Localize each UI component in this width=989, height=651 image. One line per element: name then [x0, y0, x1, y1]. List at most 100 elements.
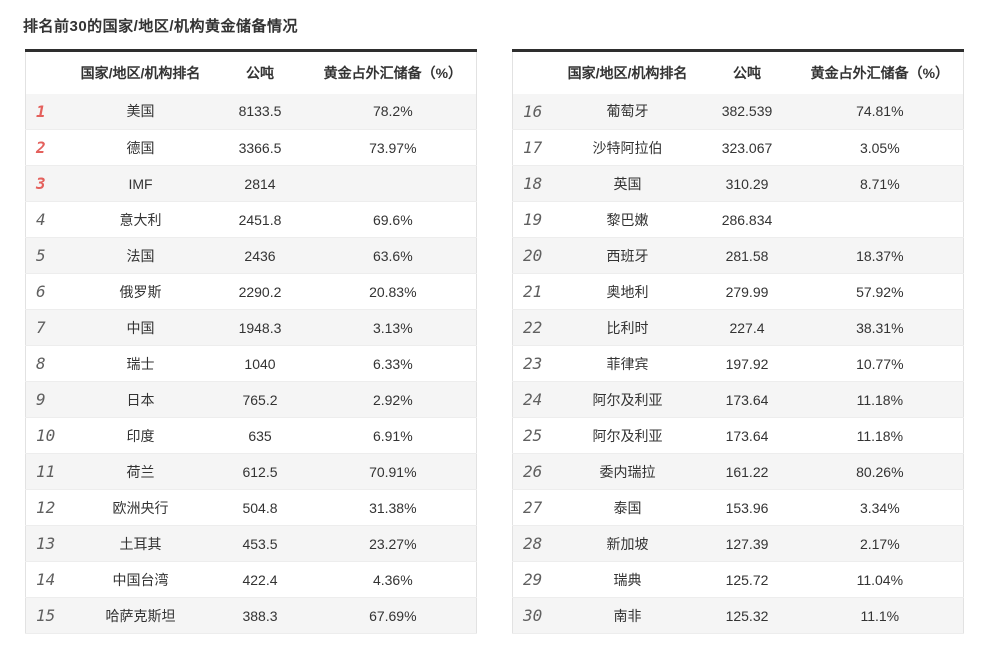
tons-cell: 765.2: [242, 391, 278, 408]
table-row: 9 日本 765.2 2.92%: [25, 381, 477, 418]
pct-cell: 69.6%: [372, 211, 413, 228]
country-cell: 奥地利: [606, 283, 649, 300]
country-cell: IMF: [128, 175, 153, 192]
pct-column-header: 黄金占外汇储备（%）: [309, 50, 477, 94]
table-body-left: 1 美国 8133.5 78.2% 2 德国 3366.5 73.97% 3 IMF 2814 4 意大…: [25, 93, 477, 634]
tons-cell: 2814: [244, 175, 276, 192]
rank-cell: 23: [523, 354, 543, 373]
pct-cell: 20.83%: [369, 283, 417, 300]
tables-container: 国家/地区/机构排名 公吨 黄金占外汇储备（%） 1 美国 8133.5 78.2% 2…: [0, 49, 989, 634]
table-body-right: 16 葡萄牙 382.539 74.81% 17 沙特阿拉伯 323.067 3.05% 18 英…: [512, 93, 964, 634]
country-cell: 英国: [613, 175, 642, 192]
table-row: 7 中国 1948.3 3.13%: [25, 309, 477, 346]
rank-cell: 27: [523, 498, 543, 517]
tons-cell: 382.539: [721, 103, 773, 120]
gold-reserves-table-right: 国家/地区/机构排名 公吨 黄金占外汇储备（%） 16 葡萄牙 382.539 74.…: [512, 49, 964, 634]
pct-cell: 6.33%: [372, 355, 413, 372]
country-cell: 葡萄牙: [606, 103, 649, 120]
table-row: 11 荷兰 612.5 70.91%: [25, 453, 477, 490]
tons-cell: 173.64: [725, 427, 769, 444]
tons-cell: 323.067: [721, 139, 773, 156]
tons-cell: 1948.3: [238, 319, 282, 336]
tons-cell: 173.64: [725, 391, 769, 408]
rank-cell: 1: [36, 101, 46, 121]
pct-cell: [310, 166, 477, 202]
rank-cell: 11: [36, 462, 56, 481]
table-row: 28 新加坡 127.39 2.17%: [512, 525, 964, 562]
tons-cell: 2290.2: [238, 283, 282, 300]
country-cell: 印度: [126, 427, 155, 444]
table-row: 27 泰国 153.96 3.34%: [512, 490, 964, 526]
table-row: 12 欧洲央行 504.8 31.38%: [25, 490, 477, 526]
rank-cell: 14: [36, 570, 56, 589]
table-row: 19 黎巴嫩 286.834: [512, 202, 964, 238]
rank-cell: 2: [36, 138, 46, 157]
tons-cell: 197.92: [725, 355, 769, 372]
country-cell: 法国: [126, 247, 155, 264]
pct-cell: 57.92%: [856, 283, 904, 300]
table-row: 17 沙特阿拉伯 323.067 3.05%: [512, 130, 964, 166]
country-cell: 哈萨克斯坦: [105, 607, 176, 624]
country-cell: 比利时: [606, 319, 649, 336]
table-row: 26 委内瑞拉 161.22 80.26%: [512, 453, 964, 490]
rank-cell: 25: [523, 426, 543, 445]
rank-cell: 12: [36, 498, 56, 517]
gold-reserves-table-left: 国家/地区/机构排名 公吨 黄金占外汇储备（%） 1 美国 8133.5 78.2% 2…: [25, 49, 477, 634]
pct-cell: 6.91%: [372, 427, 413, 444]
tons-column-header: 公吨: [210, 50, 310, 94]
pct-cell: 80.26%: [856, 463, 904, 480]
rank-column-header: [512, 50, 558, 94]
pct-cell: 3.13%: [372, 319, 413, 336]
country-cell: 土耳其: [119, 535, 162, 552]
rank-cell: 16: [523, 101, 543, 121]
country-cell: 中国台湾: [112, 571, 169, 588]
tons-cell: 1040: [244, 355, 276, 372]
pct-cell: 74.81%: [856, 103, 904, 120]
pct-cell: 18.37%: [856, 247, 904, 264]
pct-cell: 2.92%: [372, 391, 413, 408]
rank-cell: 5: [36, 246, 46, 265]
country-cell: 意大利: [119, 211, 162, 228]
pct-cell: 67.69%: [369, 607, 417, 624]
country-cell: 瑞士: [126, 355, 155, 372]
table-row: 13 土耳其 453.5 23.27%: [25, 525, 477, 562]
country-cell: 委内瑞拉: [599, 463, 656, 480]
header-row: 国家/地区/机构排名 公吨 黄金占外汇储备（%）: [512, 50, 964, 94]
tons-cell: 2436: [244, 247, 276, 264]
table-row: 15 哈萨克斯坦 388.3 67.69%: [25, 597, 477, 634]
tons-cell: 453.5: [242, 535, 278, 552]
country-cell: 欧洲央行: [112, 499, 169, 516]
pct-cell: 38.31%: [856, 319, 904, 336]
pct-cell: 11.04%: [856, 571, 904, 588]
pct-cell: 3.34%: [859, 499, 900, 516]
table-row: 4 意大利 2451.8 69.6%: [25, 202, 477, 238]
rank-cell: 9: [36, 390, 46, 409]
table-row: 25 阿尔及利亚 173.64 11.18%: [512, 418, 964, 454]
pct-cell: 63.6%: [372, 247, 413, 264]
country-cell: 新加坡: [606, 535, 649, 552]
country-cell: 中国: [126, 319, 155, 336]
table-row: 10 印度 635 6.91%: [25, 418, 477, 454]
rank-cell: 29: [523, 570, 543, 589]
rank-cell: 24: [523, 390, 543, 409]
tons-cell: 161.22: [725, 463, 769, 480]
tons-cell: 227.4: [729, 319, 765, 336]
table-row: 6 俄罗斯 2290.2 20.83%: [25, 274, 477, 310]
table-row: 22 比利时 227.4 38.31%: [512, 309, 964, 346]
pct-cell: 8.71%: [859, 175, 900, 192]
tons-cell: 3366.5: [238, 139, 282, 156]
rank-cell: 8: [36, 354, 46, 373]
tons-cell: 125.72: [725, 571, 769, 588]
rank-cell: 4: [36, 210, 46, 229]
country-cell: 瑞典: [613, 571, 642, 588]
pct-cell: 4.36%: [372, 571, 413, 588]
rank-cell: 13: [36, 534, 56, 553]
rank-cell: 6: [36, 282, 46, 301]
tons-cell: 2451.8: [238, 211, 282, 228]
pct-column-header: 黄金占外汇储备（%）: [796, 50, 964, 94]
table-row: 5 法国 2436 63.6%: [25, 237, 477, 274]
pct-cell: 3.05%: [859, 139, 900, 156]
rank-cell: 19: [523, 210, 543, 229]
country-column-header: 国家/地区/机构排名: [70, 50, 211, 94]
table-row: 3 IMF 2814: [25, 165, 477, 202]
